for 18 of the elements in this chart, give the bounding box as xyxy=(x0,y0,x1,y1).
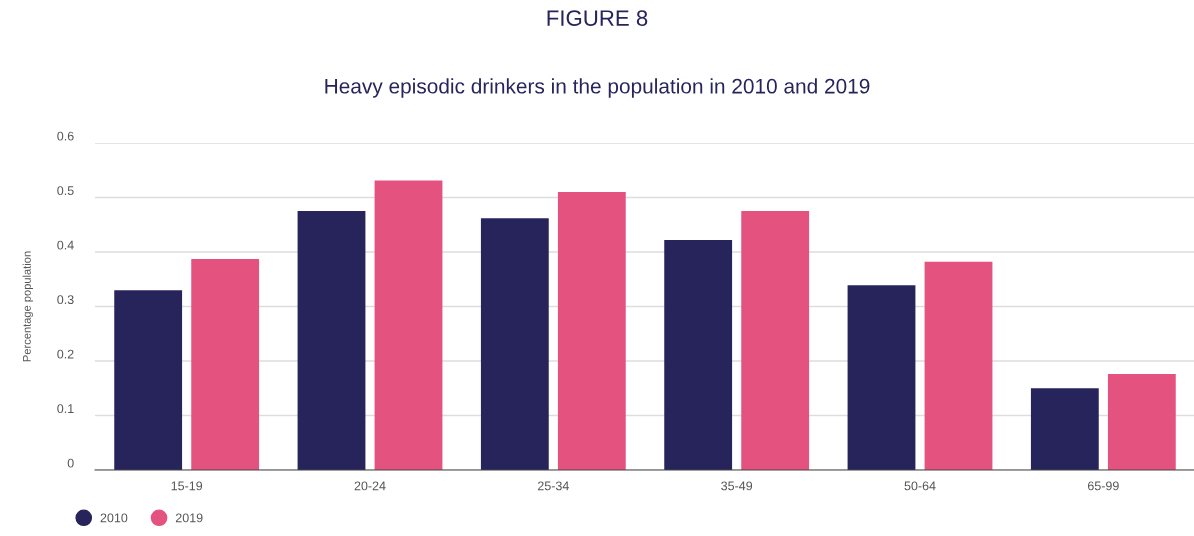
x-tick-label: 35-49 xyxy=(721,481,753,491)
x-tick-label: 65-99 xyxy=(1087,481,1119,491)
legend-label: 2010 xyxy=(100,513,128,523)
x-tick-label: 15-19 xyxy=(171,481,203,491)
y-tick-label: 0.1 xyxy=(57,404,74,414)
x-tick-label: 25-34 xyxy=(537,481,569,491)
y-tick-label: 0.2 xyxy=(57,349,74,359)
legend-label: 2019 xyxy=(175,513,203,523)
x-tick-label: 20-24 xyxy=(354,481,386,491)
y-tick-label: 0.4 xyxy=(57,240,74,250)
chart-title: FIGURE 8 xyxy=(547,10,648,26)
x-tick-label: 50-64 xyxy=(904,481,936,491)
y-tick-label: 0 xyxy=(67,458,74,468)
y-tick-label: 0.5 xyxy=(57,186,74,196)
chart-subtitle: Heavy episodic drinkers in the population in 2010 and 2019 xyxy=(325,78,870,98)
y-tick-label: 0.3 xyxy=(57,295,74,305)
y-axis-title: Percentage population xyxy=(22,251,33,362)
y-tick-label: 0.6 xyxy=(57,131,74,141)
